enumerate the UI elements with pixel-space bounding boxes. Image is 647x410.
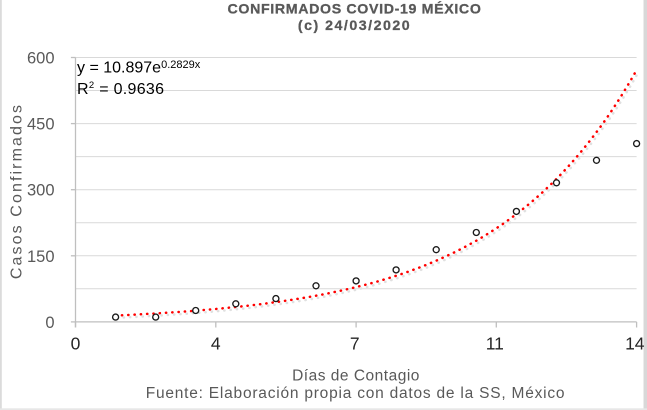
svg-text:0: 0 (45, 314, 54, 332)
svg-text:Días de Contagio: Días de Contagio (292, 367, 420, 384)
svg-text:0: 0 (71, 334, 81, 354)
svg-text:Casos Confirmados: Casos Confirmados (9, 103, 26, 279)
svg-text:11: 11 (486, 334, 504, 354)
svg-text:Fuente: Elaboración propia con: Fuente: Elaboración propia con datos de … (146, 385, 566, 402)
svg-text:7: 7 (350, 334, 360, 354)
svg-text:600: 600 (27, 50, 55, 68)
svg-text:(c) 24/03/2020: (c) 24/03/2020 (298, 18, 411, 34)
svg-text:CONFIRMADOS COVID-19 MÉXICO: CONFIRMADOS COVID-19 MÉXICO (227, 1, 481, 18)
svg-text:14: 14 (625, 334, 645, 354)
svg-text:300: 300 (27, 182, 55, 200)
svg-text:R2 = 0.9636: R2 = 0.9636 (77, 80, 164, 98)
svg-text:450: 450 (27, 116, 55, 134)
svg-text:150: 150 (27, 248, 55, 266)
svg-text:4: 4 (211, 334, 221, 354)
